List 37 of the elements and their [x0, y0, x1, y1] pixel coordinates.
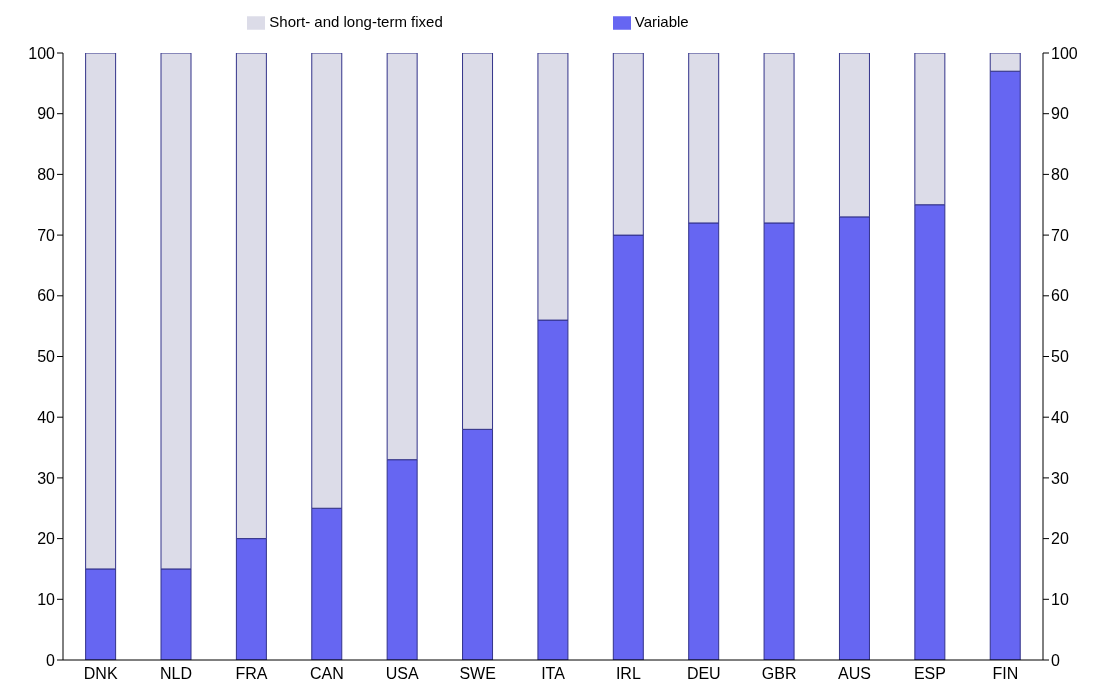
y2-tick-label: 90 — [1051, 105, 1069, 123]
y-tick-label: 70 — [37, 226, 56, 244]
x-tick-label: FRA — [235, 665, 268, 683]
y2-tick-label: 50 — [1051, 348, 1069, 366]
y-tick-label: 50 — [37, 348, 56, 366]
y-tick-label: 60 — [37, 287, 56, 305]
y2-tick-label: 100 — [1051, 44, 1078, 62]
x-tick-label: USA — [385, 665, 419, 683]
legend-label: Short- and long-term fixed — [269, 13, 443, 30]
y-tick-label: 20 — [37, 530, 56, 548]
x-tick-label: CAN — [309, 665, 344, 683]
x-tick-label: DEU — [686, 665, 721, 683]
y2-tick-label: 70 — [1051, 226, 1069, 244]
y-tick-label: 0 — [46, 651, 56, 669]
y2-tick-label: 10 — [1051, 590, 1069, 608]
x-tick-label: IRL — [615, 665, 641, 683]
y2-tick-label: 20 — [1051, 530, 1069, 548]
y-tick-label: 90 — [37, 105, 56, 123]
x-tick-label: FIN — [992, 665, 1019, 683]
x-tick-label: ITA — [541, 665, 566, 683]
y2-tick-label: 40 — [1051, 408, 1069, 426]
x-tick-label: AUS — [838, 665, 871, 683]
x-tick-label: DNK — [83, 665, 118, 683]
y-tick-label: 80 — [37, 166, 56, 184]
x-tick-label: ESP — [913, 665, 946, 683]
x-tick-label: SWE — [459, 665, 496, 683]
y-tick-label: 100 — [28, 44, 56, 62]
x-tick-label: GBR — [761, 665, 797, 683]
x-tick-label: NLD — [160, 665, 193, 683]
y-tick-label: 10 — [37, 590, 56, 608]
y2-tick-label: 30 — [1051, 469, 1069, 487]
y2-tick-label: 60 — [1051, 287, 1069, 305]
y-tick-label: 40 — [37, 408, 56, 426]
legend-label: Variable — [634, 13, 689, 30]
y2-tick-label: 0 — [1051, 651, 1060, 669]
y-tick-label: 30 — [37, 469, 56, 487]
y2-tick-label: 80 — [1051, 166, 1069, 184]
